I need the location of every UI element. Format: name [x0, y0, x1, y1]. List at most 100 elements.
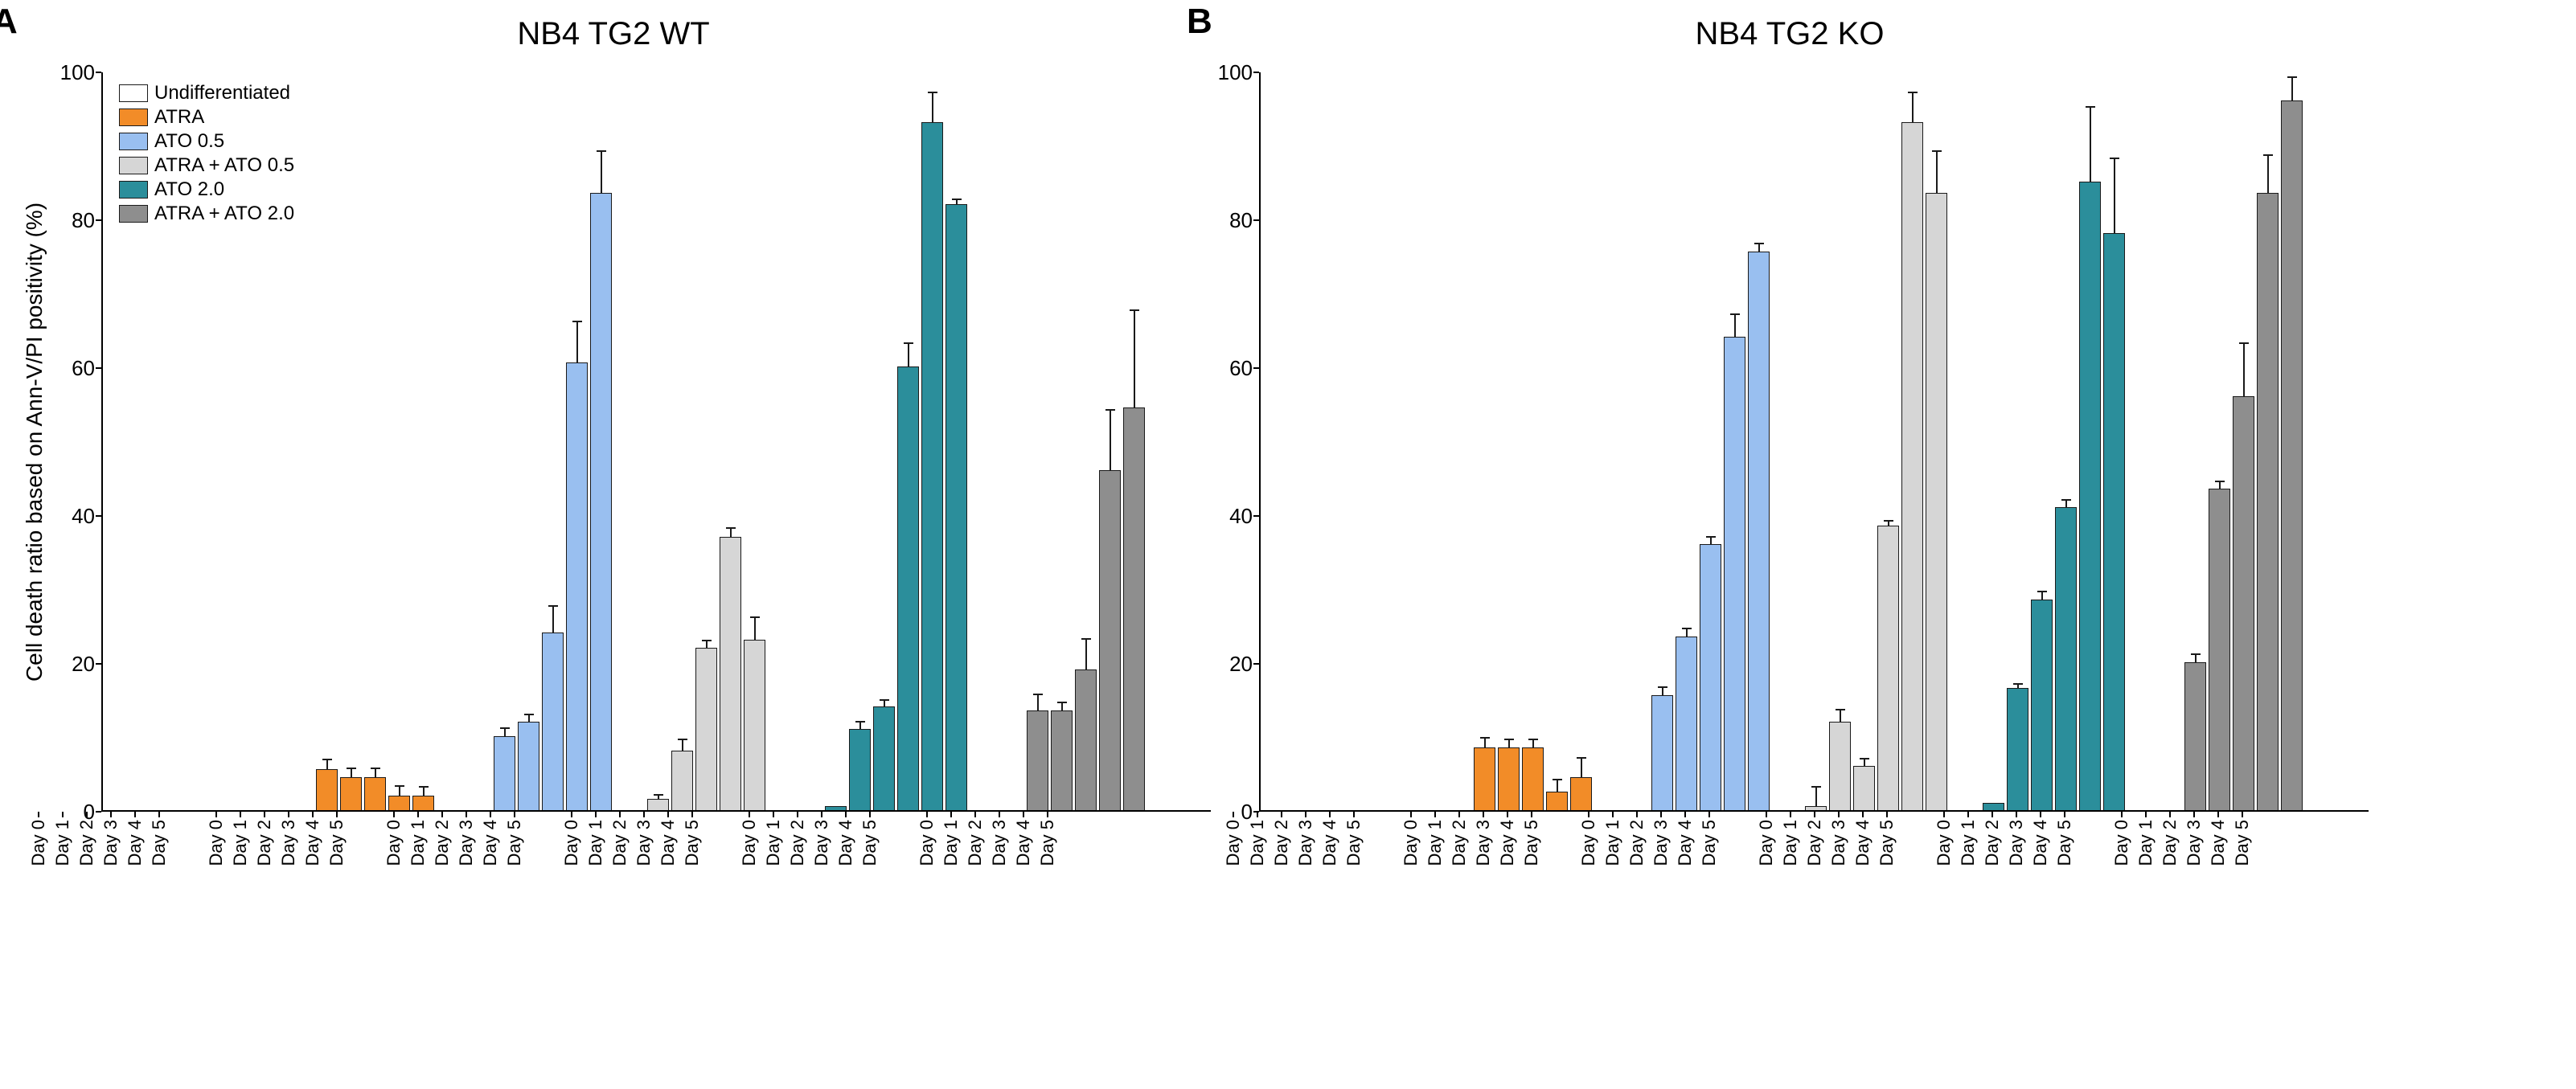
bar [695, 648, 717, 810]
bar [1926, 193, 1947, 810]
error-bar [1662, 688, 1663, 695]
x-tick-mark [1612, 812, 1614, 817]
error-cap [1730, 313, 1740, 315]
x-tick-label: Day 2 [1982, 820, 2003, 866]
x-tick-label: Day 1 [941, 820, 962, 866]
x-tick-label: Day 4 [658, 820, 679, 866]
x-tick-label: Day 5 [2232, 820, 2253, 866]
x-tick-label: Day 1 [1425, 820, 1446, 866]
bar [1498, 747, 1520, 810]
error-cap [880, 699, 889, 701]
y-axis-label: Cell death ratio based on Ann-V/PI posit… [22, 203, 47, 682]
x-tick-mark [62, 812, 64, 817]
legend-row: ATO 0.5 [119, 130, 294, 153]
error-cap [1577, 757, 1586, 759]
y-tick-mark [96, 515, 101, 517]
error-cap [1706, 536, 1716, 538]
error-cap [524, 714, 534, 715]
x-tick-label: Day 2 [1449, 820, 1470, 866]
legend-row: Undifferentiated [119, 82, 294, 104]
error-cap [855, 721, 865, 723]
x-tick-mark [158, 812, 160, 817]
error-bar [1686, 629, 1688, 637]
legend-swatch [119, 108, 148, 126]
bar [566, 362, 588, 810]
x-tick-label: Day 1 [1780, 820, 1801, 866]
x-tick-label: Day 3 [1473, 820, 1494, 866]
x-tick-mark [466, 812, 467, 817]
x-tick-label: Day 0 [1934, 820, 1955, 866]
error-bar [326, 760, 328, 769]
y-tick-mark [96, 663, 101, 665]
error-bar [658, 796, 659, 800]
bar [1051, 710, 1073, 810]
error-bar [1061, 703, 1063, 710]
legend-swatch [119, 133, 148, 150]
x-tick-mark [1257, 812, 1258, 817]
error-cap [702, 640, 712, 641]
y-tick-mark [96, 219, 101, 221]
y-axis: 020406080100 [1211, 72, 1259, 812]
x-tick-label: Day 4 [1013, 820, 1034, 866]
error-cap [1682, 628, 1692, 629]
x-tick-label: Day 1 [1602, 820, 1623, 866]
error-bar [754, 618, 756, 641]
bar [647, 799, 669, 810]
error-cap [419, 786, 429, 788]
x-tick-mark [749, 812, 750, 817]
x-tick-label: Day 0 [28, 820, 49, 866]
legend-label: ATO 2.0 [154, 178, 224, 201]
error-bar [2090, 108, 2091, 182]
x-tick-label: Day 3 [634, 820, 654, 866]
x-tick-label: Day 4 [2208, 820, 2229, 866]
x-tick-mark [595, 812, 597, 817]
x-tick-label: Day 4 [1319, 820, 1340, 866]
x-tick-label: Day 4 [480, 820, 501, 866]
bar [825, 806, 847, 810]
error-bar [1840, 710, 1841, 722]
error-bar [1484, 739, 1486, 747]
x-tick-mark [1943, 812, 1945, 817]
error-bar [706, 641, 708, 647]
x-tick-label: Day 1 [230, 820, 251, 866]
error-cap [2287, 76, 2297, 78]
x-tick-label: Day 5 [1521, 820, 1542, 866]
x-tick-label: Day 2 [787, 820, 808, 866]
x-tick-label: Day 0 [561, 820, 582, 866]
y-tick-mark [96, 72, 101, 73]
error-bar [682, 740, 683, 751]
legend-label: ATRA + ATO 2.0 [154, 203, 294, 225]
x-tick-label: Day 4 [302, 820, 323, 866]
x-tick-mark [1023, 812, 1024, 817]
x-tick-mark [1410, 812, 1412, 817]
error-cap [597, 150, 606, 152]
bar [2007, 688, 2028, 810]
error-cap [1932, 150, 1942, 152]
y-tick-label: 100 [1218, 62, 1253, 83]
x-tick-mark [1967, 812, 1969, 817]
x-tick-label: Day 5 [149, 820, 170, 866]
bar [364, 777, 386, 810]
error-bar [908, 344, 909, 366]
bar [744, 640, 765, 810]
error-bar [1815, 788, 1817, 806]
bar [1901, 122, 1923, 810]
x-tick-label: Day 1 [1247, 820, 1268, 866]
error-cap [952, 199, 962, 200]
x-tick-mark [619, 812, 621, 817]
error-bar [1085, 640, 1087, 669]
bar [2281, 100, 2303, 810]
bar [1805, 806, 1827, 810]
y-tick-mark [96, 367, 101, 369]
error-cap [1658, 686, 1667, 688]
error-cap [2191, 653, 2201, 655]
bar [1570, 777, 1592, 810]
error-cap [2086, 106, 2095, 108]
bar [316, 769, 338, 810]
legend-row: ATRA + ATO 0.5 [119, 154, 294, 177]
error-bar [1134, 311, 1135, 407]
x-tick-label: Day 1 [1958, 820, 1979, 866]
bar [590, 193, 612, 810]
error-cap [904, 342, 913, 344]
bar [921, 122, 943, 810]
